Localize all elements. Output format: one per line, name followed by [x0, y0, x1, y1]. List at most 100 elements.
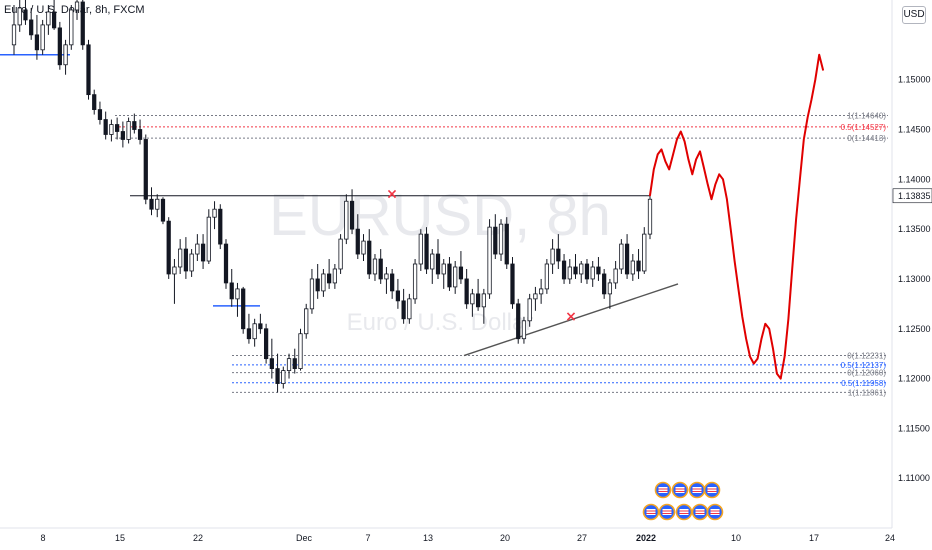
candle [74, 0, 80, 20]
candle [510, 257, 515, 309]
fib-upper-label: 0.5(1.14527) [841, 123, 887, 132]
candle [584, 259, 590, 284]
candle [596, 257, 601, 281]
candle [46, 4, 51, 35]
candle [258, 313, 263, 334]
candle [189, 249, 194, 277]
candle [647, 194, 653, 240]
candle [361, 234, 366, 262]
time-tick: 8 [40, 533, 45, 543]
candle [481, 288, 486, 324]
candle [544, 259, 549, 294]
flag-event-icon[interactable] [654, 481, 672, 499]
projection-path [649, 53, 824, 380]
flag-event-icon[interactable] [706, 503, 724, 521]
candle [498, 219, 504, 262]
candle [292, 348, 297, 374]
candle [241, 286, 246, 334]
candle [97, 101, 103, 125]
candle [315, 264, 320, 299]
flag-event-icon[interactable] [675, 503, 693, 521]
candle [252, 318, 257, 347]
candle [464, 268, 469, 309]
candle [86, 39, 91, 100]
candle [137, 119, 143, 145]
candle [590, 261, 595, 287]
candle [286, 353, 292, 379]
candle [630, 254, 635, 281]
candle [246, 313, 252, 344]
candle [470, 288, 475, 317]
candle [407, 293, 412, 324]
candle [212, 201, 217, 230]
flag-event-icon[interactable] [658, 503, 676, 521]
candle [539, 278, 544, 304]
candle [40, 19, 45, 55]
time-tick: 7 [365, 533, 370, 543]
candles [11, 0, 653, 393]
candle [447, 257, 452, 291]
flag-event-icon[interactable] [703, 481, 721, 499]
candle [504, 217, 509, 269]
candle [263, 323, 269, 364]
candle [412, 259, 418, 304]
candle [109, 119, 114, 142]
candle [223, 239, 229, 289]
candle [309, 268, 315, 314]
candle [493, 214, 498, 260]
candle [63, 39, 68, 75]
candle [17, 0, 22, 32]
candle [556, 234, 561, 269]
price-axis[interactable]: 1.15000 1.14500 1.14000 1.13500 1.13000 1.125… [892, 75, 932, 483]
x-marker: × [386, 186, 398, 202]
candle [401, 288, 406, 324]
candle [602, 268, 607, 299]
flag-event-icon[interactable] [642, 503, 660, 521]
economic-events[interactable] [642, 481, 724, 521]
fib-lower-label: 0.5(1.11958) [841, 379, 886, 388]
flag-event-icon[interactable] [688, 481, 706, 499]
time-tick: 17 [809, 533, 819, 543]
candle [435, 239, 441, 279]
axes [0, 0, 893, 529]
fib-lower-label: 0(1.12231) [847, 352, 886, 361]
candle [23, 0, 28, 25]
candle [178, 239, 183, 274]
time-tick: 20 [500, 533, 510, 543]
price-tick: 1.13000 [898, 274, 931, 284]
candle [487, 219, 492, 299]
candle [235, 282, 240, 317]
flag-event-icon[interactable] [691, 503, 709, 521]
candle [275, 353, 280, 393]
candle [166, 217, 171, 279]
candle [344, 194, 349, 245]
candle [516, 298, 521, 344]
candle [367, 229, 372, 279]
price-tick: 1.15000 [898, 75, 931, 85]
candle [378, 249, 383, 284]
candle [327, 259, 332, 289]
candle [521, 316, 527, 344]
chart-header: Euro / U.S. Dollar, 8h, FXCM [4, 4, 145, 16]
fib-lower-label: 0.5(1.12137) [841, 361, 887, 370]
candle [567, 259, 572, 284]
time-tick: 2022 [636, 533, 656, 543]
symbol-watermark: EURUSD, 8h Euro / U.S. Dollar [269, 183, 611, 336]
candle [120, 121, 125, 148]
price-tick: 1.11500 [898, 423, 930, 433]
time-tick: 10 [731, 533, 741, 543]
candle [372, 254, 378, 281]
candle [561, 254, 567, 284]
time-tick: Dec [296, 533, 313, 543]
watermark-description: Euro / U.S. Dollar [347, 309, 534, 336]
candle [126, 117, 131, 144]
candle [92, 89, 97, 115]
currency-button[interactable]: USD [902, 6, 926, 24]
candle [475, 278, 481, 311]
candle [624, 234, 630, 279]
candle [195, 234, 200, 262]
time-axis[interactable]: 8 15 22 Dec 7 13 20 27 2022 10 17 24 [40, 533, 895, 543]
flag-event-icon[interactable] [671, 481, 689, 499]
candle [115, 117, 120, 140]
